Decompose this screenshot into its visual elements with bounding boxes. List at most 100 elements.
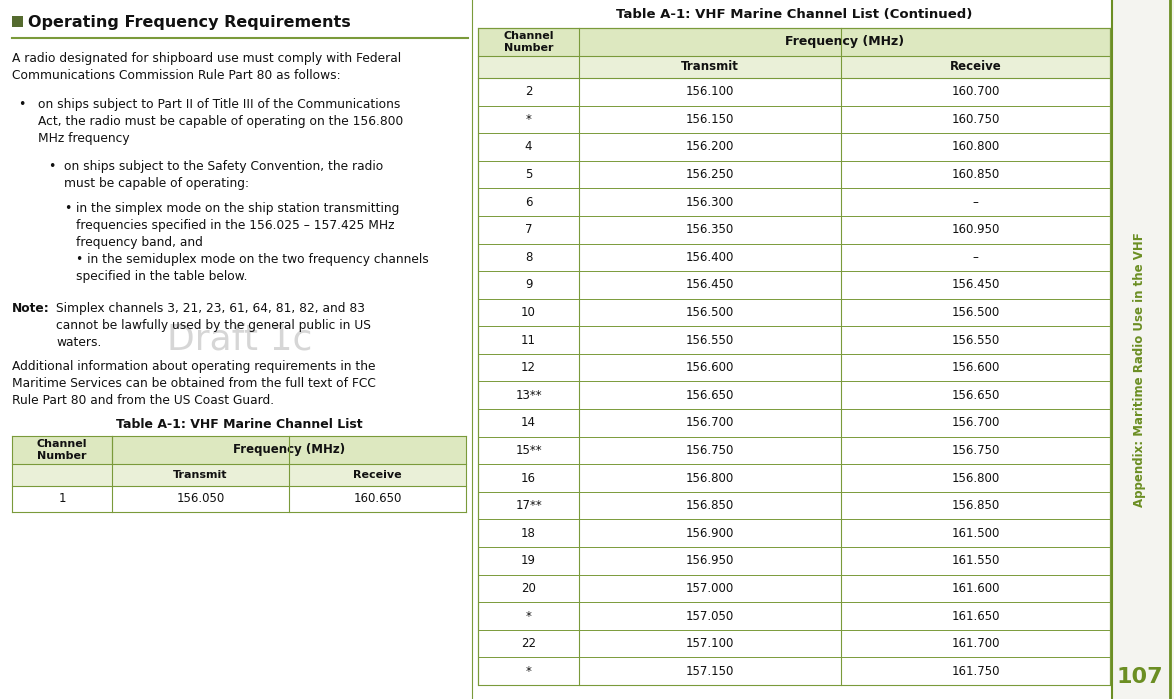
Text: A radio designated for shipboard use must comply with Federal
Communications Com: A radio designated for shipboard use mus… [12, 52, 402, 82]
Text: *: * [526, 113, 532, 126]
Bar [478, 243, 1109, 271]
Text: 161.500: 161.500 [951, 527, 1000, 540]
Text: 13**: 13** [515, 389, 542, 402]
Bar [12, 16, 23, 27]
Bar [478, 492, 1109, 519]
Text: 156.200: 156.200 [686, 140, 735, 154]
Bar [1112, 0, 1174, 699]
Text: 16: 16 [521, 472, 537, 484]
Text: *: * [526, 665, 532, 678]
Text: Receive: Receive [353, 470, 402, 480]
Text: 9: 9 [525, 278, 532, 291]
Text: 156.600: 156.600 [686, 361, 735, 374]
Bar [478, 464, 1109, 492]
Text: 156.750: 156.750 [686, 444, 735, 457]
Text: on ships subject to the Safety Convention, the radio
must be capable of operatin: on ships subject to the Safety Conventio… [65, 160, 383, 190]
Bar [478, 298, 1109, 326]
Text: 22: 22 [521, 637, 537, 650]
Text: 156.500: 156.500 [952, 306, 1000, 319]
Text: 6: 6 [525, 196, 532, 209]
Text: 156.650: 156.650 [686, 389, 735, 402]
Text: Channel
Number: Channel Number [504, 31, 554, 53]
Bar [478, 56, 1109, 78]
Text: Operating Frequency Requirements: Operating Frequency Requirements [28, 15, 351, 29]
Text: 17**: 17** [515, 499, 542, 512]
Text: in the simplex mode on the ship station transmitting
frequencies specified in th: in the simplex mode on the ship station … [76, 202, 429, 283]
Text: 156.400: 156.400 [686, 251, 735, 264]
Text: 160.650: 160.650 [353, 493, 402, 505]
Text: 15**: 15** [515, 444, 542, 457]
Text: 20: 20 [521, 582, 537, 595]
Bar [478, 161, 1109, 188]
Text: 156.650: 156.650 [951, 389, 1000, 402]
Text: 157.150: 157.150 [686, 665, 735, 678]
Text: 156.100: 156.100 [686, 85, 735, 99]
Text: 156.950: 156.950 [686, 554, 735, 568]
Text: •: • [65, 202, 72, 215]
Text: –: – [973, 251, 979, 264]
Text: 156.600: 156.600 [951, 361, 1000, 374]
Text: 157.000: 157.000 [686, 582, 735, 595]
Bar [478, 547, 1109, 575]
Text: 12: 12 [521, 361, 537, 374]
Text: Receive: Receive [950, 61, 1001, 73]
Text: 19: 19 [521, 554, 537, 568]
Text: Note:: Note: [12, 302, 49, 315]
Text: 157.050: 157.050 [686, 610, 735, 623]
Text: 156.050: 156.050 [176, 493, 224, 505]
Text: 156.900: 156.900 [686, 527, 735, 540]
Text: 1: 1 [59, 493, 66, 505]
Bar [478, 28, 1109, 685]
Text: 161.600: 161.600 [951, 582, 1000, 595]
Bar [478, 28, 1109, 56]
Text: Frequency (MHz): Frequency (MHz) [785, 36, 904, 48]
Text: 160.850: 160.850 [952, 168, 1000, 181]
Text: 8: 8 [525, 251, 532, 264]
Bar [478, 188, 1109, 216]
Text: 18: 18 [521, 527, 537, 540]
Text: Simplex channels 3, 21, 23, 61, 64, 81, 82, and 83
cannot be lawfully used by th: Simplex channels 3, 21, 23, 61, 64, 81, … [56, 302, 371, 349]
Bar [12, 486, 466, 512]
Text: 14: 14 [521, 417, 537, 429]
Text: 156.800: 156.800 [952, 472, 1000, 484]
Bar [478, 271, 1109, 298]
Bar [478, 630, 1109, 657]
Text: Table A-1: VHF Marine Channel List (Continued): Table A-1: VHF Marine Channel List (Cont… [616, 8, 972, 21]
Text: 156.500: 156.500 [686, 306, 735, 319]
Text: 7: 7 [525, 223, 532, 236]
Bar [478, 106, 1109, 134]
Text: on ships subject to Part II of Title III of the Communications
Act, the radio mu: on ships subject to Part II of Title III… [38, 98, 403, 145]
Text: 156.350: 156.350 [686, 223, 735, 236]
Text: Frequency (MHz): Frequency (MHz) [232, 443, 345, 456]
Text: 156.700: 156.700 [951, 417, 1000, 429]
Text: 161.700: 161.700 [951, 637, 1000, 650]
Text: 160.700: 160.700 [951, 85, 1000, 99]
Text: *: * [526, 610, 532, 623]
Text: 156.450: 156.450 [686, 278, 735, 291]
Bar [478, 326, 1109, 354]
Bar [12, 436, 466, 464]
Text: 156.300: 156.300 [686, 196, 735, 209]
Text: 156.150: 156.150 [686, 113, 735, 126]
Text: 161.550: 161.550 [951, 554, 1000, 568]
Text: 156.550: 156.550 [952, 333, 1000, 347]
Text: 2: 2 [525, 85, 532, 99]
Text: 156.700: 156.700 [686, 417, 735, 429]
Text: Transmit: Transmit [681, 61, 740, 73]
Text: 156.450: 156.450 [951, 278, 1000, 291]
Text: 156.750: 156.750 [951, 444, 1000, 457]
Text: Transmit: Transmit [173, 470, 228, 480]
Bar [478, 437, 1109, 464]
Text: 161.750: 161.750 [951, 665, 1000, 678]
Bar [478, 575, 1109, 603]
Text: 10: 10 [521, 306, 537, 319]
Bar [478, 409, 1109, 437]
Text: 160.950: 160.950 [951, 223, 1000, 236]
Text: 156.850: 156.850 [952, 499, 1000, 512]
Bar [478, 354, 1109, 382]
Text: 160.750: 160.750 [951, 113, 1000, 126]
Bar [478, 78, 1109, 106]
Text: 156.800: 156.800 [686, 472, 735, 484]
Text: 5: 5 [525, 168, 532, 181]
Text: 157.100: 157.100 [686, 637, 735, 650]
